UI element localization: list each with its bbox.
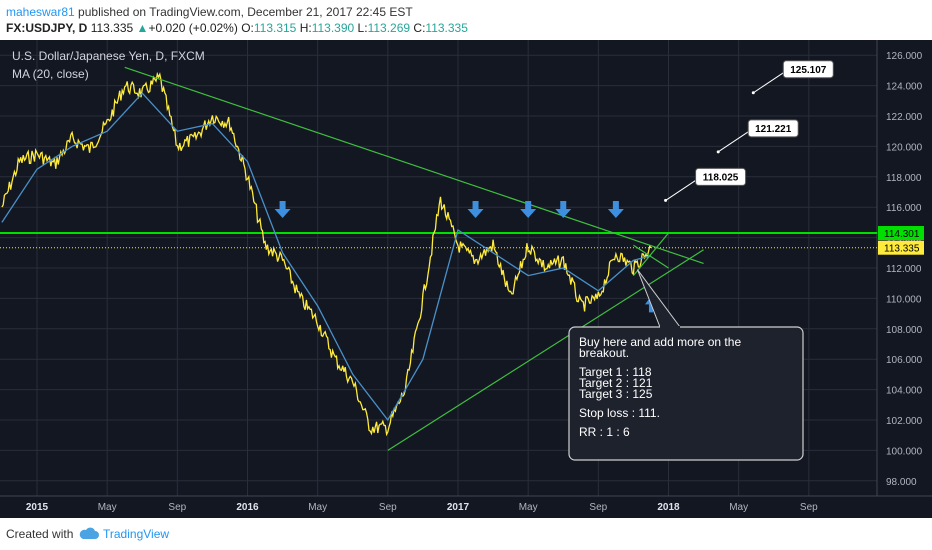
price-axis-ticks: 126.000 124.000 122.000 120.000 118.000 116.0…	[886, 51, 923, 488]
close-value: 113.335	[425, 21, 468, 35]
y-tick-label: 110.000	[886, 294, 922, 305]
price-axis-labels: 114.301 113.335	[878, 226, 924, 255]
last-price: 113.335	[90, 21, 134, 35]
open-value: 113.315	[253, 21, 297, 35]
target-dot	[751, 91, 755, 95]
price-tag	[878, 240, 924, 255]
y-tick-label: 112.000	[886, 264, 922, 275]
y-tick-label: 116.000	[886, 203, 922, 214]
trendline-descending	[124, 66, 704, 265]
close-label: C:	[413, 21, 426, 35]
horizontal-lines	[0, 232, 877, 249]
trendline-ascending	[387, 249, 704, 451]
x-tick-label: Sep	[168, 502, 186, 513]
x-tick-label: May	[308, 502, 327, 513]
note-line: Buy here and add more on the	[579, 335, 741, 349]
high-label: H:	[299, 21, 312, 35]
y-tick-label: 100.000	[886, 446, 923, 457]
ohlc-bar: FX:USDJPY, D 113.335 ▲+0.020 (+0.02%) O:…	[6, 21, 468, 35]
price-chart[interactable]: 126.000 124.000 122.000 120.000 118.000 116.0…	[0, 40, 932, 518]
x-tick-label: 2017	[447, 502, 470, 513]
x-tick-label: Sep	[379, 502, 397, 513]
note-line: RR : 1 : 6	[579, 425, 630, 439]
high-value: 113.390	[311, 21, 355, 35]
publish-date: published on TradingView.com, December 2…	[78, 5, 413, 19]
x-tick-label: Sep	[800, 502, 818, 513]
target-pointer	[753, 72, 784, 94]
down-arrow-icon	[467, 201, 484, 219]
price-change: +0.020 (+0.02%)	[148, 21, 238, 35]
note-line: Target 1 : 118	[579, 365, 652, 379]
trendline-wedge-lower	[632, 232, 669, 276]
price-line	[1, 71, 652, 437]
created-with-text: Created with	[6, 527, 74, 541]
target-label: 121.221	[755, 124, 792, 135]
note-box	[568, 326, 804, 461]
y-tick-label: 106.000	[886, 355, 923, 366]
price-axis	[877, 40, 932, 518]
time-axis-ticks: 2015 May Sep 2016 May Sep 2017 May Sep 2018 May Sep	[26, 502, 818, 513]
up-triangle-icon: ▲	[136, 21, 149, 35]
note-line: Target 2 : 121	[579, 376, 653, 390]
x-tick-label: May	[729, 502, 748, 513]
target-pointer	[665, 180, 696, 201]
y-tick-label: 126.000	[886, 51, 923, 62]
chart-title: U.S. Dollar/Japanese Yen, D, FXCM	[12, 49, 205, 63]
x-tick-label: Sep	[589, 502, 607, 513]
note-line: Target 3 : 125	[579, 387, 653, 401]
target-label: 125.107	[790, 65, 827, 76]
indicator-label: MA (20, close)	[12, 67, 89, 81]
target-box	[747, 119, 799, 138]
x-tick-label: 2015	[26, 502, 49, 513]
time-axis	[0, 496, 932, 518]
target-dot	[716, 150, 720, 154]
y-tick-label: 108.000	[886, 325, 923, 336]
down-arrow-icon	[555, 201, 572, 219]
target-box	[782, 60, 834, 79]
target-pointer	[717, 131, 749, 153]
price-tag	[878, 226, 924, 241]
y-tick-label: 102.000	[886, 416, 923, 427]
down-arrow-icon	[607, 201, 624, 219]
x-tick-label: May	[98, 502, 117, 513]
y-tick-label: 120.000	[886, 142, 923, 153]
x-tick-label: May	[519, 502, 538, 513]
chart-footer: Created with TradingView	[0, 518, 932, 550]
x-tick-label: 2016	[236, 502, 259, 513]
low-value: 113.269	[367, 21, 411, 35]
y-tick-label: 98.000	[886, 477, 917, 488]
series-layer	[1, 71, 652, 437]
low-label: L:	[357, 21, 368, 35]
y-tick-label: 122.000	[886, 112, 923, 123]
y-tick-label: 124.000	[886, 82, 923, 93]
target-labels: 118.025 121.221 125.107	[664, 60, 834, 202]
target-label: 118.025	[703, 172, 739, 183]
ma-line	[1, 92, 652, 422]
publish-info: maheswar81 published on TradingView.com,…	[6, 5, 413, 19]
x-tick-label: 2018	[657, 502, 680, 513]
trendline-wedge-upper	[633, 244, 669, 269]
down-arrow-icon	[274, 201, 291, 219]
trendlines	[124, 66, 704, 451]
price-tag-label: 113.335	[884, 244, 920, 255]
target-dot	[664, 198, 668, 202]
note-line: breakout.	[579, 346, 629, 360]
price-tag-label: 114.301	[884, 229, 920, 240]
target-box	[695, 167, 747, 186]
tradingview-link[interactable]: TradingView	[103, 527, 170, 541]
open-label: O:	[241, 21, 254, 35]
y-tick-label: 104.000	[886, 386, 923, 397]
down-arrow-icon	[520, 201, 537, 219]
y-tick-label: 118.000	[886, 173, 922, 184]
chart-header: maheswar81 published on TradingView.com,…	[0, 0, 932, 40]
tradingview-cloud-icon	[79, 527, 99, 539]
symbol-label[interactable]: FX:USDJPY, D	[6, 21, 88, 35]
author-link[interactable]: maheswar81	[6, 5, 75, 19]
note-line: Stop loss : 111.	[579, 406, 660, 420]
